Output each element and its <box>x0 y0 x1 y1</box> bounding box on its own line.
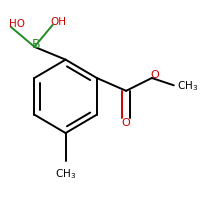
Text: HO: HO <box>9 19 25 29</box>
Text: OH: OH <box>50 17 66 27</box>
Text: O: O <box>150 70 159 80</box>
Text: B: B <box>32 38 41 51</box>
Text: O: O <box>122 118 131 128</box>
Text: CH$_3$: CH$_3$ <box>55 167 76 181</box>
Text: CH$_3$: CH$_3$ <box>177 79 198 93</box>
